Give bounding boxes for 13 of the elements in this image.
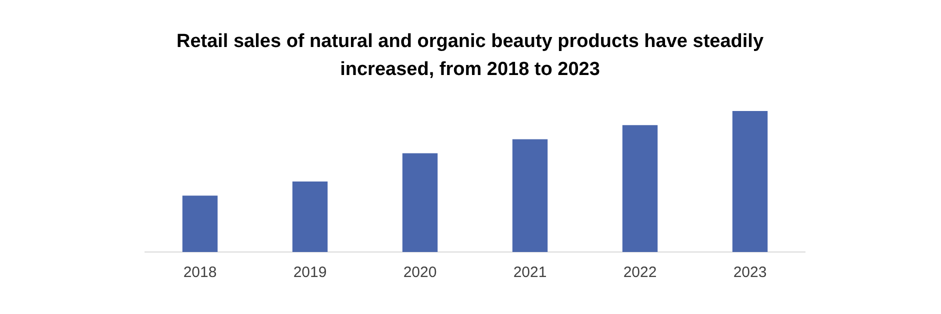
x-tick-label: 2019 — [293, 264, 327, 282]
x-tick-label: 2018 — [183, 264, 217, 282]
x-tick-label: 2023 — [733, 264, 767, 282]
bar — [182, 196, 218, 252]
bar — [402, 153, 438, 252]
bar — [512, 139, 548, 252]
bar — [292, 182, 328, 252]
chart-title: Retail sales of natural and organic beauty products have steadily increased, from 2018 to 2023 — [175, 30, 765, 82]
x-tick-label: 2022 — [623, 264, 657, 282]
x-tick-label: 2021 — [513, 264, 547, 282]
bar — [622, 125, 658, 252]
x-tick-label: 2020 — [403, 264, 437, 282]
bar — [732, 111, 768, 252]
